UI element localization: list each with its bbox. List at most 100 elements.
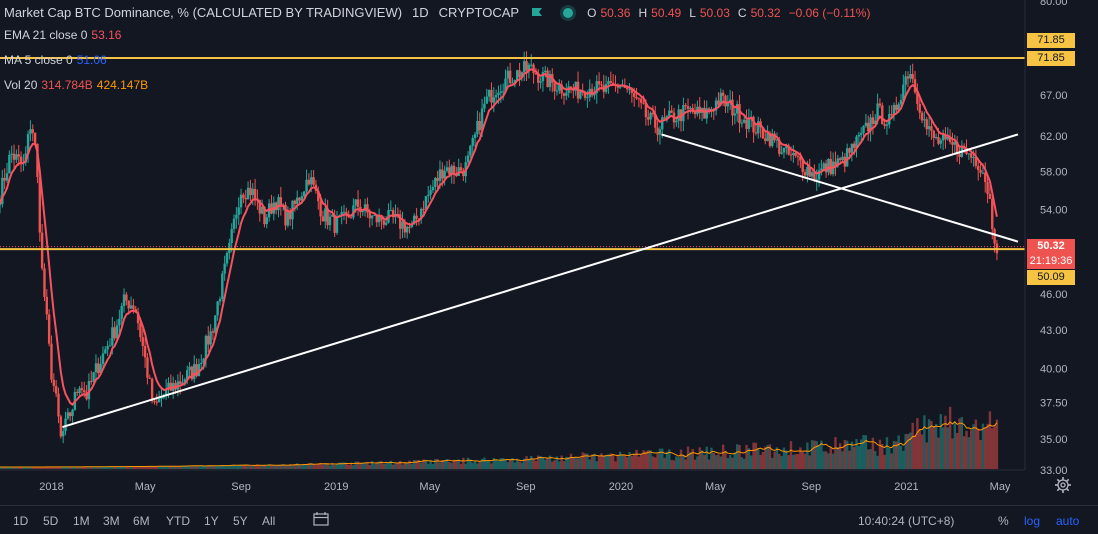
volume-bar xyxy=(108,466,112,469)
volume-bar xyxy=(8,466,11,469)
candle-body xyxy=(466,155,470,163)
volume-bar xyxy=(731,457,734,469)
range-all[interactable]: All xyxy=(262,514,276,528)
candle-body xyxy=(438,169,442,181)
goto-date-icon[interactable] xyxy=(313,512,329,526)
volume-bar xyxy=(801,452,804,469)
vol-label: Vol 20 xyxy=(4,78,38,92)
candle-body xyxy=(312,177,315,185)
candle-body xyxy=(265,217,268,225)
range-3m[interactable]: 3M xyxy=(103,514,120,528)
percent-scale-toggle[interactable]: % xyxy=(998,514,1009,528)
volume-bar xyxy=(127,466,130,469)
candle-body xyxy=(335,216,339,233)
volume-bar xyxy=(5,466,9,469)
chart-title[interactable]: Market Cap BTC Dominance, % (CALCULATED … xyxy=(4,5,403,20)
trendline xyxy=(62,133,1019,428)
ema-legend[interactable]: EMA 21 close 0 53.16 xyxy=(4,27,121,43)
candle-body xyxy=(333,214,336,233)
exchange-label[interactable]: CRYPTOCAP xyxy=(438,5,520,20)
timezone-clock[interactable]: 10:40:24 (UTC+8) xyxy=(858,514,955,528)
range-1d[interactable]: 1D xyxy=(13,514,29,528)
candle-body xyxy=(981,172,985,174)
range-5d[interactable]: 5D xyxy=(43,514,59,528)
interval-label[interactable]: 1D xyxy=(412,5,429,20)
trendlines[interactable] xyxy=(62,133,1019,428)
candle-body xyxy=(775,139,779,141)
volume-bar xyxy=(677,457,680,469)
candle-body xyxy=(822,163,825,169)
candle-body xyxy=(761,127,765,139)
ma-legend[interactable]: MA 5 close 0 51.06 xyxy=(4,52,107,68)
volume-bar xyxy=(883,454,886,469)
volume-bar xyxy=(609,453,612,469)
candle-body xyxy=(391,210,395,218)
change-value: −0.06 (−0.11%) xyxy=(788,6,871,20)
candle-body xyxy=(3,177,6,181)
volume-bar xyxy=(417,460,421,469)
horizontal-levels[interactable] xyxy=(0,57,1025,251)
candle-body xyxy=(501,91,505,93)
volume-bar xyxy=(827,453,830,469)
range-ytd[interactable]: YTD xyxy=(166,514,190,528)
range-6m[interactable]: 6M xyxy=(133,514,150,528)
candle-body xyxy=(862,125,865,133)
candle-body xyxy=(979,169,982,173)
volume-bar xyxy=(902,450,905,469)
flag-icon[interactable] xyxy=(531,7,543,19)
volume-bar xyxy=(663,457,666,469)
price-tick-label: 67.00 xyxy=(1040,90,1068,102)
candle-body xyxy=(146,357,149,378)
candle-body xyxy=(10,153,13,155)
auto-scale-toggle[interactable]: auto xyxy=(1056,514,1080,528)
candle-body xyxy=(934,137,938,139)
range-1m[interactable]: 1M xyxy=(73,514,90,528)
chart-area[interactable]: 80.00 67.00 62.00 58.00 54.00 46.00 43.00 40.00… xyxy=(0,0,1098,505)
bottom-toolbar: 1D 5D 1M 3M 6M YTD 1Y 5Y All 10:40:24 (U… xyxy=(0,505,1098,534)
log-scale-toggle[interactable]: log xyxy=(1024,514,1041,528)
volume-bar xyxy=(471,462,474,469)
candle-body xyxy=(724,95,727,107)
candle-body xyxy=(923,119,926,121)
volume-bar xyxy=(281,464,285,469)
price-axis[interactable]: 80.00 67.00 62.00 58.00 54.00 46.00 43.00 40.00… xyxy=(1040,0,1068,477)
volume-bar xyxy=(796,453,800,469)
candle-body xyxy=(211,331,215,333)
volume-bar xyxy=(118,466,121,469)
volume-bar xyxy=(909,432,912,469)
volume-bar xyxy=(881,443,884,469)
candle-body xyxy=(487,89,491,97)
candle-body xyxy=(445,167,449,171)
volume-bar xyxy=(38,466,41,469)
price-tick-label: 58.00 xyxy=(1040,166,1068,178)
candle-body xyxy=(867,122,870,132)
vol-legend[interactable]: Vol 20 314.784B 424.147B xyxy=(4,77,148,93)
volume-bar xyxy=(61,466,65,469)
candle-body xyxy=(806,167,809,176)
volume-bar xyxy=(431,463,435,469)
volume-bar xyxy=(340,462,343,469)
volume-bar xyxy=(675,456,678,469)
settings-gear-icon[interactable] xyxy=(1054,476,1072,494)
volume-bar xyxy=(129,466,133,469)
candle-body xyxy=(841,156,844,161)
volume-bar xyxy=(642,450,645,469)
candle-body xyxy=(642,102,645,104)
candle-body xyxy=(279,197,283,207)
volume-bar xyxy=(293,464,297,469)
candle-body xyxy=(834,161,837,167)
candle-body xyxy=(738,104,741,124)
candle-body xyxy=(611,82,615,85)
candle-body xyxy=(104,349,107,354)
volume-bar xyxy=(579,457,582,469)
time-axis[interactable]: 2018 May Sep 2019 May Sep 2020 May Sep 2021 May xyxy=(39,481,1011,493)
volume-bar xyxy=(551,461,554,469)
candle-body xyxy=(799,156,802,161)
range-1y[interactable]: 1Y xyxy=(204,514,219,528)
volume-bar xyxy=(216,466,219,469)
volume-bar xyxy=(560,455,563,469)
range-5y[interactable]: 5Y xyxy=(233,514,248,528)
volume-bar xyxy=(33,466,37,469)
candle-body xyxy=(523,61,526,73)
volume-bar xyxy=(923,415,926,469)
